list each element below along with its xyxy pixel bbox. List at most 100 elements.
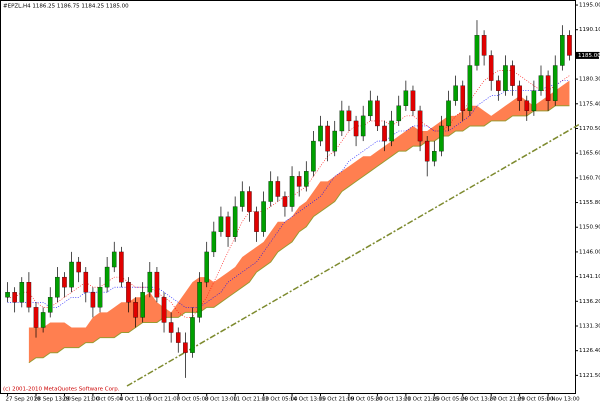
x-tick-label: 15 Oct 21:00 xyxy=(319,397,355,403)
x-tick-label: 4 Oct 11:00 xyxy=(119,397,152,403)
y-tick-label: 1175.40 xyxy=(579,101,600,107)
candle-body xyxy=(552,65,558,101)
y-tick-label: 1160.70 xyxy=(579,175,600,181)
candle-body xyxy=(481,35,487,56)
candle-body xyxy=(26,282,32,308)
candle-body xyxy=(62,276,67,288)
candle-body xyxy=(190,317,195,353)
y-tick-label: 1131.30 xyxy=(579,323,600,329)
candle-body xyxy=(211,231,217,253)
cloud xyxy=(28,80,570,363)
x-tick-label: 20 Oct 13:00 xyxy=(375,397,411,403)
candle-body xyxy=(147,271,153,293)
candle-body xyxy=(453,85,458,101)
candle-body xyxy=(55,276,60,298)
candle-body xyxy=(5,292,10,298)
candle-body xyxy=(339,110,345,132)
candle-body xyxy=(204,251,209,283)
y-tick-label: 1170.50 xyxy=(579,126,600,132)
indicator-line xyxy=(7,70,570,318)
x-tick-label: 8 Oct 13:00 xyxy=(205,397,238,403)
candle-body xyxy=(353,120,359,137)
candle-body xyxy=(239,191,245,207)
candle-body xyxy=(325,125,330,152)
candle-body xyxy=(332,130,338,152)
candle-body xyxy=(275,181,281,197)
candle-body xyxy=(261,201,266,232)
candle-body xyxy=(424,140,430,162)
candle-body xyxy=(76,261,81,273)
candle-body xyxy=(140,292,145,318)
candle-body xyxy=(496,80,501,91)
x-tick-label: 21 Oct 21:00 xyxy=(404,397,440,403)
x-tick-label: 29 Oct 05:00 xyxy=(518,397,554,403)
y-tick-label: 1136.20 xyxy=(579,299,600,305)
candle-body xyxy=(33,307,39,328)
candle-body xyxy=(510,65,515,86)
candle-body xyxy=(289,176,295,207)
x-tick-label: 11 Oct 21:00 xyxy=(233,397,269,403)
candle-body xyxy=(225,216,231,237)
current-price-label: 1185.00 xyxy=(578,53,600,59)
candle-body xyxy=(567,35,572,56)
candle-body xyxy=(19,282,25,303)
candle-body xyxy=(396,105,402,122)
chart-title: #EPZL,H4 1186.25 1186.75 1184.25 1185.00 xyxy=(3,4,129,10)
candle-body xyxy=(446,100,451,127)
candle-body xyxy=(282,196,288,207)
candle-body xyxy=(133,302,138,318)
x-tick-label: 14 Oct 13:00 xyxy=(290,397,326,403)
x-tick-label: 25 Oct 05:00 xyxy=(432,397,468,403)
candle-body xyxy=(119,251,124,283)
y-tick-label: 1180.30 xyxy=(579,77,600,83)
x-tick-label: 7 Oct 05:00 xyxy=(176,397,209,403)
candle-body xyxy=(69,261,74,288)
candle-body xyxy=(403,90,409,106)
candle-body xyxy=(538,75,544,91)
candle-body xyxy=(254,211,259,232)
cloud-lower-edge xyxy=(28,105,570,364)
x-tick-label: 27 Sep 2010 xyxy=(6,397,41,403)
candle-body xyxy=(460,85,466,111)
candle-body xyxy=(268,181,274,202)
x-tick-label: 1 Oct 05:00 xyxy=(91,397,124,403)
y-tick-label: 1190.10 xyxy=(579,27,600,33)
y-tick-label: 1146.00 xyxy=(579,249,600,255)
candle-body xyxy=(417,110,423,142)
candle-body xyxy=(183,342,188,353)
candle-body xyxy=(439,125,444,152)
candle-body xyxy=(531,90,537,111)
y-tick-label: 1126.40 xyxy=(579,348,600,354)
candle-body xyxy=(90,292,96,308)
candle-body xyxy=(389,120,394,142)
candle-body xyxy=(311,140,316,172)
candle-body xyxy=(232,206,238,237)
candle-body xyxy=(368,100,373,117)
candle-body xyxy=(175,332,181,343)
candle-body xyxy=(382,125,387,142)
candle-body xyxy=(296,176,302,187)
candle-body xyxy=(303,171,309,187)
x-tick-label: 29 Sep 21:00 xyxy=(62,397,99,403)
candle-body xyxy=(360,115,366,137)
candle-body xyxy=(104,266,110,288)
candle-body xyxy=(503,65,508,91)
y-tick-label: 1150.90 xyxy=(579,225,600,231)
trend-line xyxy=(126,123,581,387)
candle-body xyxy=(83,271,89,293)
candle-body xyxy=(467,65,473,111)
x-tick-label: 1 Nov 13:00 xyxy=(546,397,580,403)
y-tick-label: 1165.60 xyxy=(579,151,600,157)
x-tick-label: 28 Sep 13:00 xyxy=(34,397,71,403)
candle-body xyxy=(126,282,131,303)
candle-body xyxy=(218,216,224,232)
x-tick-label: 26 Oct 13:00 xyxy=(461,397,497,403)
candle-body xyxy=(47,297,53,313)
candle-body xyxy=(154,271,160,298)
y-tick-label: 1141.10 xyxy=(579,274,600,280)
candle-body xyxy=(318,125,323,142)
candle-body xyxy=(524,100,530,111)
candle-body xyxy=(474,35,480,66)
